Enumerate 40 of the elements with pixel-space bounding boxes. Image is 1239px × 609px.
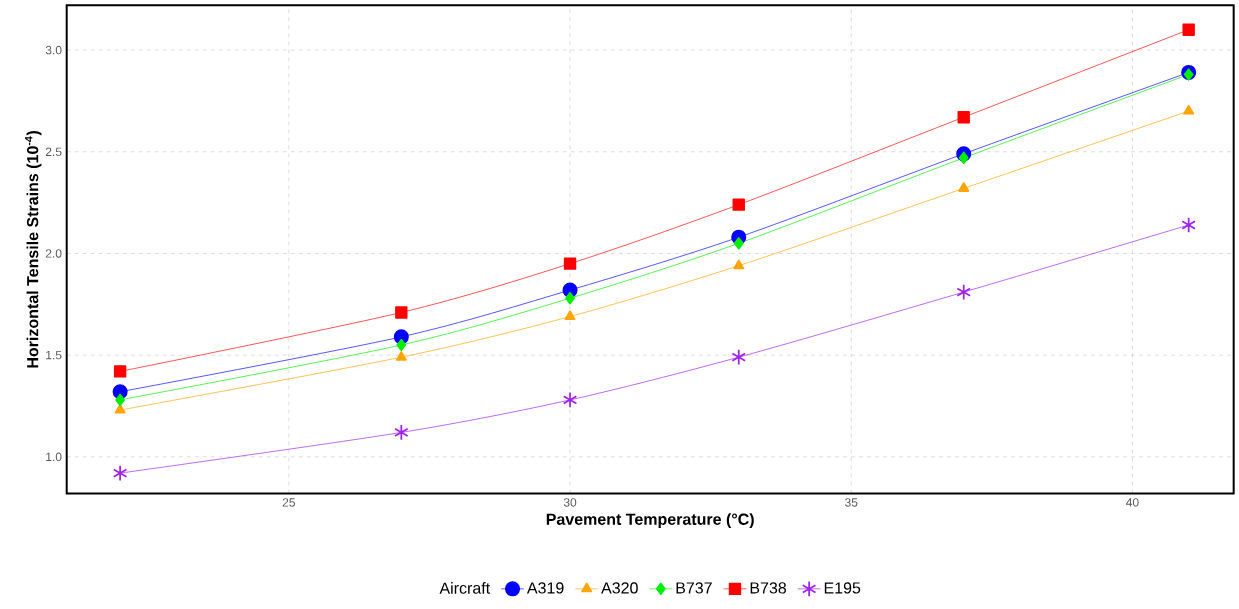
point [957, 110, 970, 124]
point [958, 151, 969, 164]
y-tick-label: 2.0 [45, 248, 62, 258]
point [731, 348, 746, 366]
legend-label: E195 [824, 582, 861, 594]
y-tick-label: 1.0 [46, 452, 62, 461]
point [564, 310, 576, 320]
point [733, 236, 744, 250]
point [958, 181, 970, 192]
legend-label: B738 [750, 582, 787, 594]
point [565, 291, 575, 305]
point [115, 393, 125, 406]
x-axis-title: Pavement Temperature (°C) [546, 512, 754, 528]
point [733, 259, 745, 269]
x-tick-label: 40 [1126, 497, 1139, 507]
point [1182, 23, 1195, 36]
point [113, 364, 127, 378]
point [563, 257, 577, 270]
legend-label: A319 [526, 582, 564, 594]
point [1183, 68, 1194, 81]
point [956, 283, 971, 301]
point [395, 306, 408, 319]
x-tick-label: 25 [282, 497, 296, 507]
x-tick-label: 35 [845, 497, 858, 507]
point [394, 424, 409, 441]
x-tick-label: 30 [563, 497, 577, 507]
legend-label: B737 [676, 582, 712, 594]
point [1181, 216, 1196, 233]
y-axis-title: Horizontal Tensile Strains (10$^{-4}$) [25, 130, 42, 368]
y-tick-label: 3.0 [45, 45, 62, 55]
point [112, 464, 128, 482]
y-tick-label: 2.5 [45, 147, 62, 156]
legend-title: Aircraft [439, 581, 491, 594]
y-tick-label: 1.5 [46, 350, 62, 360]
point [395, 350, 407, 361]
point [562, 391, 578, 408]
legend-label: A320 [601, 582, 638, 594]
point [396, 338, 407, 351]
point [732, 198, 745, 211]
point [1183, 104, 1195, 115]
